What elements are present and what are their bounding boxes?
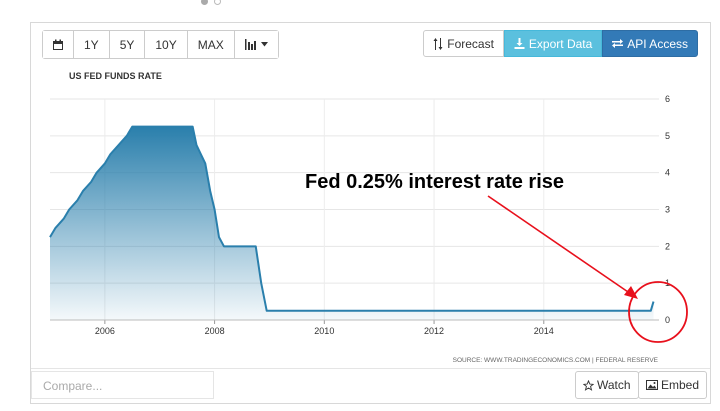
action-button-group: Forecast Export Data API Access bbox=[423, 30, 698, 57]
range-1y-button[interactable]: 1Y bbox=[74, 31, 110, 58]
carousel-dots[interactable] bbox=[201, 0, 221, 5]
x-tick-label: 2006 bbox=[95, 326, 115, 336]
calendar-button[interactable] bbox=[43, 31, 74, 58]
y-tick-label: 6 bbox=[665, 94, 670, 104]
export-data-label: Export Data bbox=[528, 36, 593, 51]
carousel-dot[interactable] bbox=[214, 0, 221, 5]
series-line bbox=[49, 125, 655, 312]
chart-footer: Compare... Watch Embed bbox=[31, 368, 710, 403]
chart-area: 0 1 2 3 4 5 6 2006 2008 2010 2012 2014 SOURCE: WWW.… bbox=[49, 94, 670, 364]
download-icon bbox=[514, 38, 525, 49]
bar-chart-icon bbox=[244, 39, 256, 50]
x-tick-label: 2010 bbox=[314, 326, 334, 336]
sort-arrows-icon bbox=[433, 37, 443, 50]
embed-button[interactable]: Embed bbox=[638, 371, 708, 399]
chart-widget: 1Y 5Y 10Y MAX Forecast bbox=[30, 22, 711, 404]
api-access-label: API Access bbox=[627, 36, 688, 51]
api-access-button[interactable]: API Access bbox=[602, 30, 698, 57]
chart-type-dropdown[interactable] bbox=[234, 31, 278, 58]
range-10y-button[interactable]: 10Y bbox=[145, 31, 188, 58]
x-tick-label: 2014 bbox=[534, 326, 554, 336]
chevron-down-icon bbox=[260, 42, 268, 47]
y-tick-label: 5 bbox=[665, 131, 670, 141]
y-tick-label: 0 bbox=[665, 315, 670, 325]
carousel-dot-active[interactable] bbox=[201, 0, 208, 5]
forecast-button[interactable]: Forecast bbox=[423, 30, 504, 57]
range-button-group: 1Y 5Y 10Y MAX bbox=[42, 30, 279, 59]
exchange-icon bbox=[612, 39, 624, 48]
watch-button[interactable]: Watch bbox=[575, 371, 639, 399]
series-area-fill bbox=[50, 126, 654, 320]
image-icon bbox=[646, 380, 658, 390]
x-tick-label: 2012 bbox=[424, 326, 444, 336]
chart-title: US FED FUNDS RATE bbox=[69, 71, 162, 81]
forecast-label: Forecast bbox=[447, 36, 494, 51]
x-tick-label: 2008 bbox=[205, 326, 225, 336]
y-tick-label: 2 bbox=[665, 241, 670, 251]
calendar-icon bbox=[53, 39, 63, 50]
star-icon bbox=[583, 379, 594, 391]
compare-input[interactable]: Compare... bbox=[31, 371, 214, 399]
export-data-button[interactable]: Export Data bbox=[503, 30, 603, 57]
embed-label: Embed bbox=[661, 378, 700, 392]
y-tick-label: 1 bbox=[665, 278, 670, 288]
watch-label: Watch bbox=[597, 378, 631, 392]
range-5y-button[interactable]: 5Y bbox=[109, 31, 146, 58]
range-max-button[interactable]: MAX bbox=[187, 31, 235, 58]
y-tick-label: 3 bbox=[665, 205, 670, 215]
y-tick-label: 4 bbox=[665, 168, 670, 178]
source-text: SOURCE: WWW.TRADINGECONOMICS.COM | FEDER… bbox=[453, 357, 659, 364]
annotation-text: Fed 0.25% interest rate rise bbox=[305, 171, 565, 193]
